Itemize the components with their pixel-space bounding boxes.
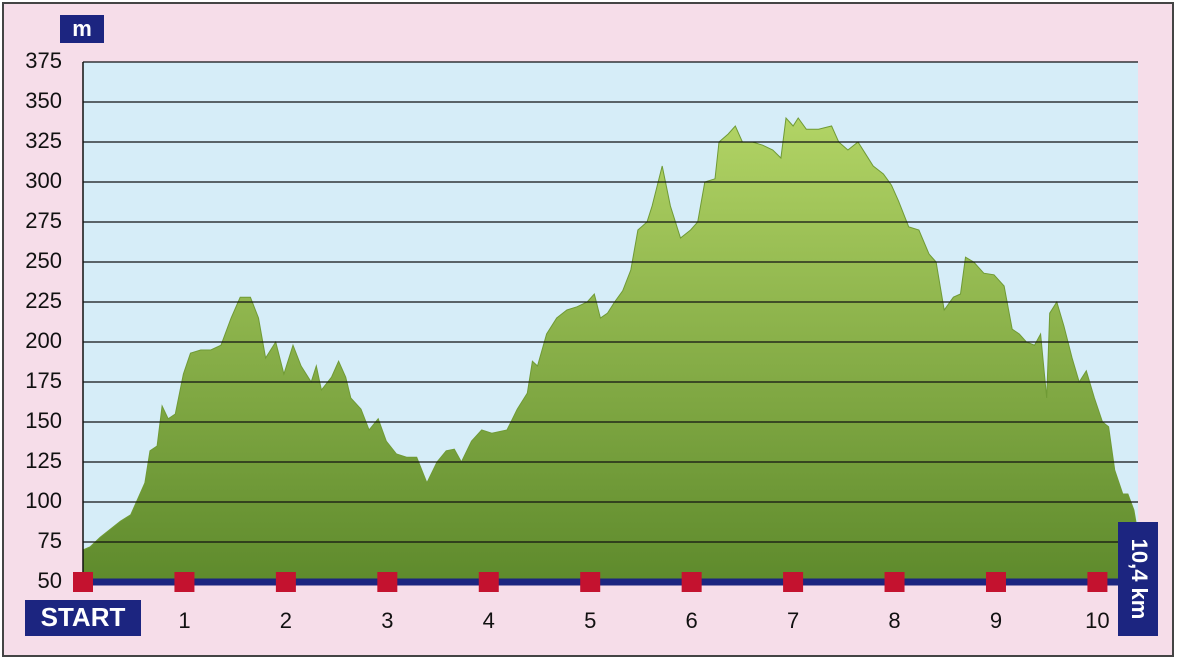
y-unit-label: m: [72, 16, 92, 41]
x-tick-mark: [377, 572, 398, 592]
start-box: [25, 600, 141, 636]
y-tick-label: 150: [25, 408, 62, 433]
y-tick-label: 375: [25, 48, 62, 73]
x-tick-label: 8: [888, 608, 900, 633]
y-tick-label: 125: [25, 448, 62, 473]
x-tick-label: 4: [483, 608, 495, 633]
unit-box: [60, 15, 104, 43]
x-tick-mark: [275, 572, 296, 592]
y-tick-label: 250: [25, 248, 62, 273]
end-box: [1118, 522, 1158, 636]
x-tick-label: 9: [990, 608, 1002, 633]
y-tick-label: 325: [25, 128, 62, 153]
x-tick-mark: [783, 572, 804, 592]
y-tick-label: 175: [25, 368, 62, 393]
y-tick-label: 225: [25, 288, 62, 313]
y-tick-label: 350: [25, 88, 62, 113]
x-tick-mark: [580, 572, 601, 592]
x-tick-label: 10: [1085, 608, 1109, 633]
x-tick-label: 7: [787, 608, 799, 633]
x-tick-mark: [884, 572, 905, 592]
x-tick-mark: [73, 572, 93, 592]
y-tick-label: 100: [25, 488, 62, 513]
x-tick-mark: [985, 572, 1006, 592]
x-tick-label: 6: [686, 608, 698, 633]
y-tick-label: 275: [25, 208, 62, 233]
x-tick-label: 5: [584, 608, 596, 633]
y-tick-label: 200: [25, 328, 62, 353]
y-tick-label: 300: [25, 168, 62, 193]
y-tick-label: 75: [38, 528, 62, 553]
end-label: 10,4 km: [1127, 539, 1152, 620]
x-tick-label: 1: [178, 608, 190, 633]
y-tick-label: 50: [38, 568, 62, 593]
x-tick-label: 2: [280, 608, 292, 633]
x-tick-label: 3: [381, 608, 393, 633]
x-tick-mark: [681, 572, 702, 592]
x-tick-label: START: [41, 602, 126, 632]
x-tick-mark: [1087, 572, 1108, 592]
area-fill: [83, 118, 1138, 582]
x-tick-mark: [478, 572, 499, 592]
x-tick-mark: [174, 572, 195, 592]
